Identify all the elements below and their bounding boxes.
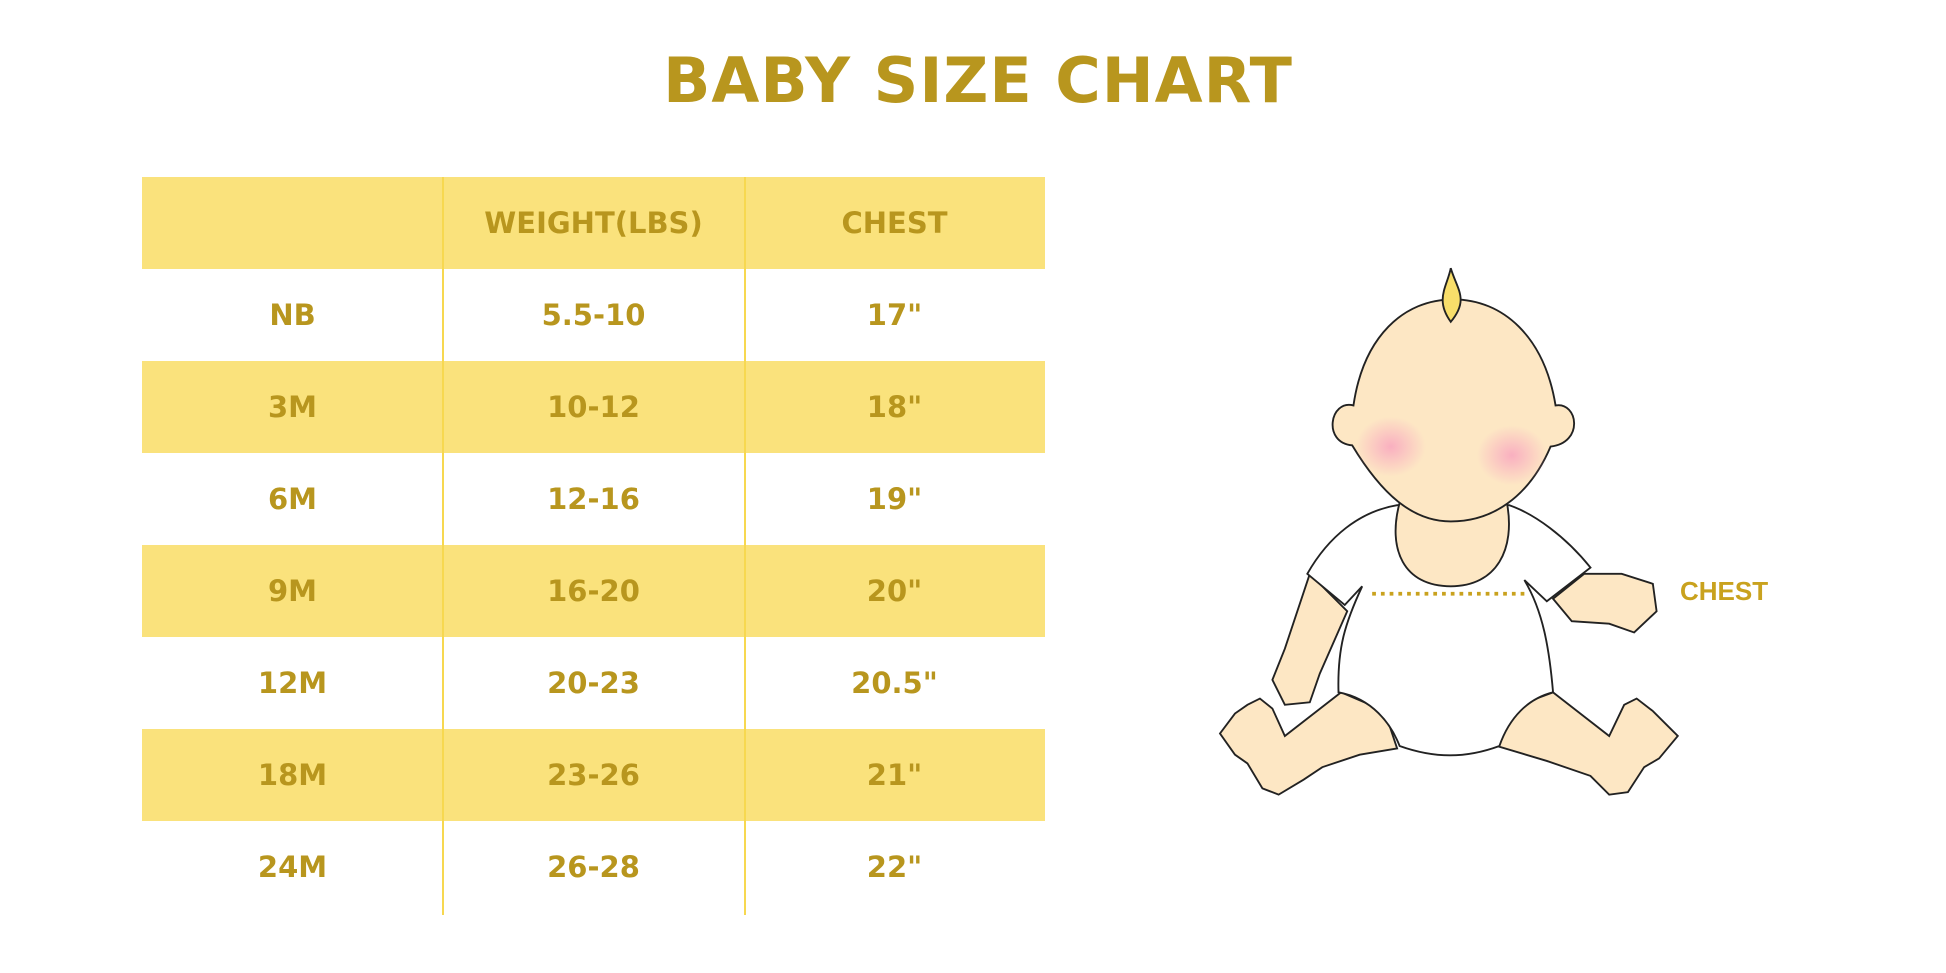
weight-cell: 12-16 (547, 482, 640, 516)
weight-cell: 26-28 (547, 850, 640, 884)
left-leg (1218, 691, 1399, 796)
left-arm (1271, 572, 1349, 706)
left-cheek (1355, 416, 1426, 477)
size-cell: 6M (267, 482, 318, 516)
right-arm (1551, 572, 1658, 634)
neck (1394, 501, 1510, 588)
weight-cell: 5.5-10 (541, 298, 646, 332)
table-row: NB 5.5-10 17" (142, 269, 1045, 361)
size-cell: 3M (267, 390, 318, 424)
chest-cell: 22" (866, 850, 923, 884)
chest-label: CHEST (1680, 576, 1769, 606)
table-header: WEIGHT(LBS) CHEST (142, 177, 1045, 269)
table-row: 6M 12-16 19" (142, 453, 1045, 545)
column-divider (744, 177, 746, 915)
table-row: 18M 23-26 21" (142, 729, 1045, 821)
size-table: WEIGHT(LBS) CHEST NB 5.5-10 17" 3M 10-12… (142, 177, 1045, 913)
size-cell: 9M (267, 574, 318, 608)
table-row: 12M 20-23 20.5" (142, 637, 1045, 729)
weight-cell: 20-23 (547, 666, 640, 700)
chest-cell: 19" (866, 482, 923, 516)
page-title: BABY SIZE CHART (663, 44, 1293, 117)
bodysuit (1306, 504, 1592, 757)
header-cell-weight: WEIGHT(LBS) (484, 206, 703, 240)
chest-cell: 18" (866, 390, 923, 424)
column-divider (442, 177, 444, 915)
head (1331, 298, 1576, 523)
table-row: 3M 10-12 18" (142, 361, 1045, 453)
size-cell: 24M (257, 850, 328, 884)
size-cell: 18M (257, 758, 328, 792)
chest-cell: 20.5" (851, 666, 938, 700)
right-cheek (1476, 425, 1547, 486)
table-row: 24M 26-28 22" (142, 821, 1045, 913)
table-row: 9M 16-20 20" (142, 545, 1045, 637)
size-cell: 12M (257, 666, 328, 700)
weight-cell: 16-20 (547, 574, 640, 608)
right-leg (1495, 691, 1680, 796)
chest-cell: 17" (866, 298, 923, 332)
chest-cell: 20" (866, 574, 923, 608)
size-cell: NB (269, 298, 316, 332)
weight-cell: 23-26 (547, 758, 640, 792)
weight-cell: 10-12 (547, 390, 640, 424)
hair-curl (1441, 267, 1462, 324)
chest-cell: 21" (866, 758, 923, 792)
header-cell-chest: CHEST (841, 206, 948, 240)
